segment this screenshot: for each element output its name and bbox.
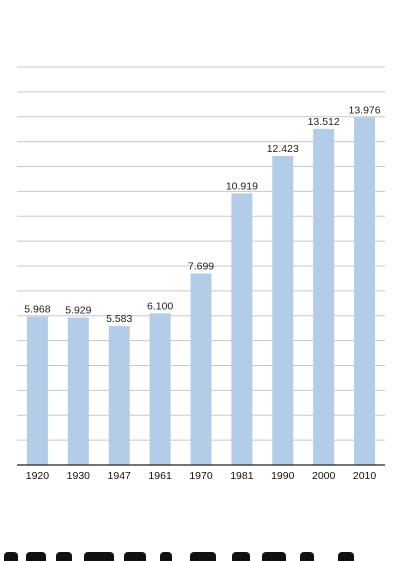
bar-1970 bbox=[190, 273, 212, 465]
x-tick-2000: 2000 bbox=[312, 470, 336, 482]
data-label-1947: 5.583 bbox=[106, 313, 132, 325]
bar-1981 bbox=[231, 193, 253, 465]
data-label-1981: 10.919 bbox=[226, 180, 258, 192]
x-tick-1990: 1990 bbox=[271, 470, 295, 482]
x-tick-1930: 1930 bbox=[67, 470, 91, 482]
data-label-2000: 13.512 bbox=[308, 116, 340, 128]
data-label-1920: 5.968 bbox=[24, 304, 50, 316]
bar-2000 bbox=[313, 128, 335, 465]
bar-1920 bbox=[26, 316, 48, 465]
cropped-text-fragment bbox=[0, 550, 400, 561]
x-tick-labels: 1920 1930 1947 1961 1970 1981 1990 2000 2010 bbox=[26, 470, 377, 482]
x-tick-1961: 1961 bbox=[148, 470, 172, 482]
bar-1947 bbox=[108, 326, 130, 465]
data-label-1970: 7.699 bbox=[188, 260, 214, 272]
bar-1961 bbox=[149, 313, 171, 465]
bar-2010 bbox=[354, 117, 376, 466]
data-label-2010: 13.976 bbox=[348, 104, 380, 116]
x-tick-1981: 1981 bbox=[230, 470, 254, 482]
data-label-1961: 6.100 bbox=[147, 300, 173, 312]
data-labels: 5.968 5.929 5.583 6.100 7.699 10.919 12.423 13.… bbox=[24, 104, 380, 325]
bar-1930 bbox=[67, 317, 89, 465]
x-tick-2010: 2010 bbox=[353, 470, 377, 482]
bars bbox=[26, 117, 376, 466]
data-label-1990: 12.423 bbox=[267, 143, 299, 155]
x-tick-1920: 1920 bbox=[26, 470, 50, 482]
x-tick-1970: 1970 bbox=[189, 470, 213, 482]
bar-chart: 5.968 5.929 5.583 6.100 7.699 10.919 12.423 13.… bbox=[17, 66, 385, 482]
data-label-1930: 5.929 bbox=[65, 305, 91, 317]
bar-1990 bbox=[272, 155, 294, 465]
x-tick-1947: 1947 bbox=[108, 470, 132, 482]
